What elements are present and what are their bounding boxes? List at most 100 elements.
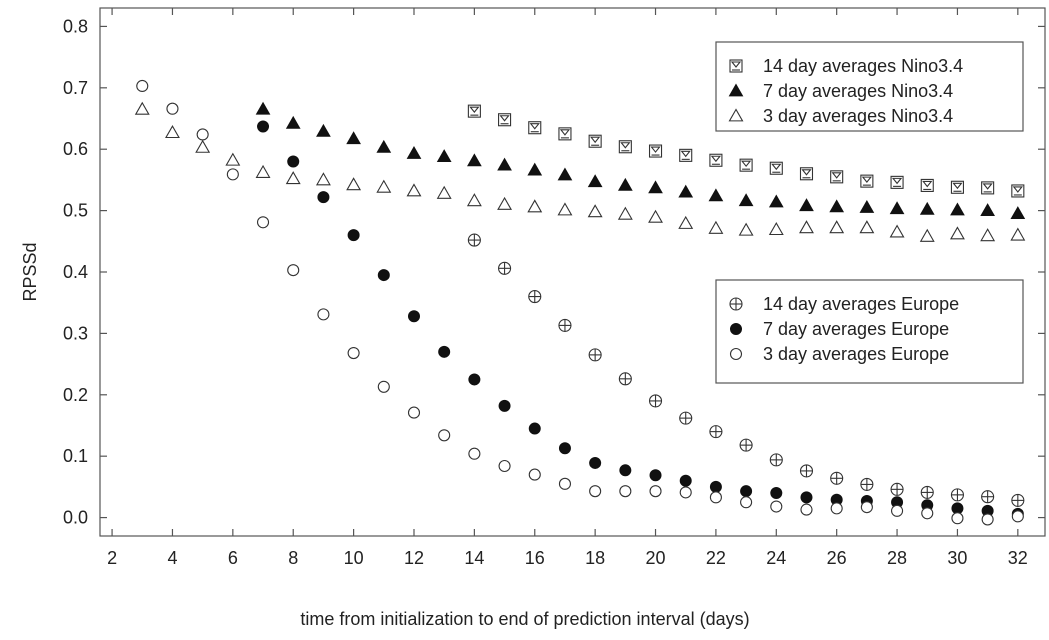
data-point	[799, 220, 814, 234]
x-tick-label: 30	[947, 548, 967, 568]
data-point	[498, 113, 512, 127]
data-point	[467, 153, 482, 167]
data-point	[587, 204, 603, 218]
data-point	[195, 139, 211, 153]
legend-label: 7 day averages Nino3.4	[763, 81, 953, 101]
data-point	[588, 348, 602, 362]
data-point	[738, 193, 754, 207]
data-point	[860, 477, 874, 491]
data-point	[648, 144, 663, 158]
data-point	[527, 162, 543, 176]
data-point	[347, 346, 360, 360]
data-marks	[134, 79, 1026, 526]
data-point	[588, 134, 602, 148]
data-point	[377, 269, 390, 282]
data-point	[466, 193, 482, 207]
data-point	[951, 512, 964, 525]
x-tick-label: 8	[288, 548, 298, 568]
x-tick-label: 22	[706, 548, 726, 568]
data-point	[830, 170, 844, 184]
data-point	[1011, 510, 1024, 523]
data-point	[981, 490, 995, 504]
y-tick-label: 0.1	[63, 446, 88, 466]
data-point	[981, 181, 995, 195]
data-point	[1010, 206, 1026, 220]
data-point	[528, 422, 541, 435]
series-4	[257, 120, 1024, 520]
data-point	[830, 471, 844, 485]
data-point	[136, 79, 149, 93]
data-point	[589, 456, 602, 469]
data-point	[678, 184, 694, 198]
legend-item: 3 day averages Nino3.4	[728, 106, 953, 126]
data-point	[920, 485, 934, 499]
data-point	[498, 399, 511, 412]
data-point	[769, 453, 783, 467]
data-point	[678, 215, 694, 229]
y-tick-label: 0.3	[63, 323, 88, 343]
data-point	[648, 180, 663, 194]
x-tick-label: 20	[646, 548, 666, 568]
legend-label: 7 day averages Europe	[763, 319, 949, 339]
data-point	[166, 102, 179, 115]
y-axis-ticks: 0.0 0.1 0.2 0.3 0.4 0.5 0.6 0.7 0.8	[63, 16, 1045, 528]
data-point	[226, 168, 239, 181]
data-point	[740, 496, 753, 509]
data-point	[860, 501, 873, 514]
data-point	[558, 477, 572, 490]
data-point	[165, 125, 180, 139]
data-point	[769, 161, 783, 175]
data-point	[527, 199, 543, 213]
data-point	[950, 488, 964, 502]
data-point	[950, 180, 964, 194]
data-point	[889, 224, 905, 238]
data-point	[467, 233, 481, 247]
data-point	[406, 183, 422, 197]
data-point	[558, 127, 572, 141]
data-point	[890, 175, 904, 189]
data-point	[648, 394, 663, 408]
legend-item: 14 day averages Nino3.4	[729, 56, 963, 76]
series-0	[467, 104, 1025, 198]
data-point	[617, 177, 633, 191]
data-point	[376, 179, 392, 193]
data-point	[891, 504, 904, 517]
data-point	[799, 167, 814, 181]
y-axis-title: RPSSd	[20, 242, 40, 301]
data-point	[225, 152, 241, 166]
legend-box	[715, 41, 1024, 132]
data-point	[255, 164, 271, 178]
data-point	[679, 411, 693, 425]
data-point	[859, 200, 875, 213]
data-point	[557, 167, 573, 181]
data-point	[406, 145, 422, 159]
x-axis-title: time from initialization to end of predi…	[300, 609, 749, 629]
data-point	[708, 188, 724, 202]
data-point	[648, 209, 663, 223]
legend-label: 3 day averages Nino3.4	[763, 106, 953, 126]
data-point	[709, 425, 723, 439]
data-point	[1011, 184, 1025, 198]
data-point	[830, 502, 843, 515]
data-point	[316, 123, 331, 137]
data-point	[770, 500, 783, 513]
y-tick-label: 0.5	[63, 201, 88, 221]
data-point	[255, 101, 271, 115]
data-point	[709, 491, 722, 504]
legend-box	[715, 279, 1024, 384]
data-point	[317, 191, 330, 204]
data-point	[950, 202, 965, 216]
legend-item: 7 day averages Nino3.4	[728, 81, 953, 101]
data-point	[799, 464, 814, 478]
data-point	[497, 157, 512, 171]
data-point	[921, 507, 934, 520]
data-point	[407, 310, 420, 323]
data-point	[1011, 493, 1025, 507]
data-point	[619, 464, 632, 477]
legend-marker	[728, 108, 744, 122]
y-tick-label: 0.2	[63, 385, 88, 405]
x-tick-label: 16	[525, 548, 545, 568]
x-tick-label: 4	[167, 548, 177, 568]
data-point	[196, 128, 209, 141]
data-point	[738, 222, 754, 236]
